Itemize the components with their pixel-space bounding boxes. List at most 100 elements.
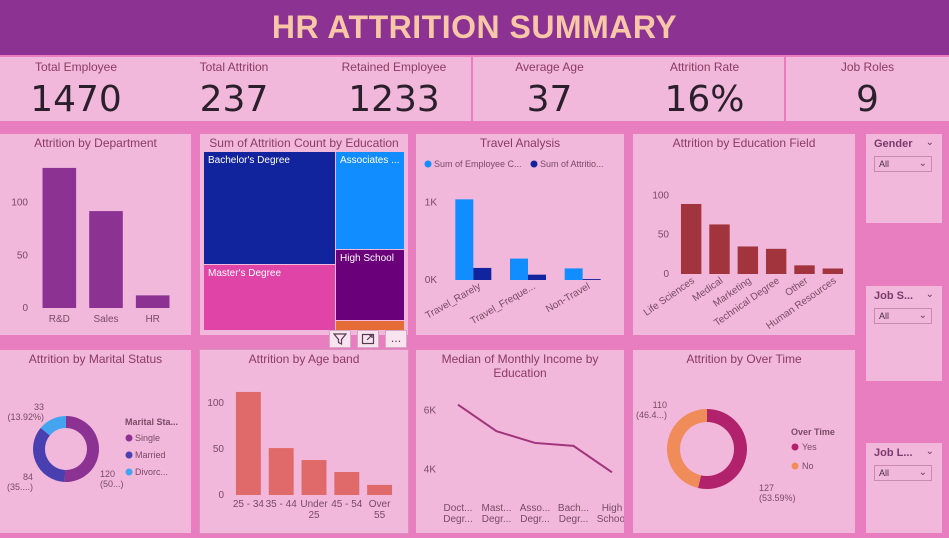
- legend-label: Sum of Employee C...: [434, 159, 522, 169]
- chevron-down-icon[interactable]: ⌄: [925, 446, 934, 457]
- department-chart: 0 50 100 R&D Sales HR: [11, 167, 170, 325]
- x-tick-label: HR: [145, 314, 159, 325]
- data-label-percent: (53.59%): [759, 493, 796, 503]
- panel-overtime[interactable]: Attrition by Over Time 127 (53.59%) 110 (46…: [633, 350, 855, 533]
- kpi-value: 16%: [664, 79, 745, 120]
- kpi-label: Total Employee: [34, 60, 118, 74]
- y-tick-label: 100: [652, 190, 669, 201]
- panel-title: Sum of Attrition Count by Education: [209, 136, 399, 150]
- travel-chart: Sum of Employee C... Sum of Attritio... 0K…: [424, 159, 604, 327]
- kpi-value: 9: [856, 79, 879, 120]
- donut-slice: [666, 409, 707, 488]
- y-tick-label: 50: [213, 444, 225, 455]
- data-label-value: 110: [653, 400, 667, 410]
- kpi-total-employee: Total Employee 1470: [0, 57, 152, 121]
- panel-title: Attrition by Department: [34, 136, 157, 150]
- bar: [473, 267, 492, 280]
- treemap-cell-associates[interactable]: Associates ...: [336, 152, 404, 249]
- data-label-value: 84: [23, 472, 33, 482]
- legend-marker: [424, 160, 432, 168]
- treemap-cell-bachelors[interactable]: Bachelor's Degree: [204, 152, 335, 264]
- income-chart: 4K6KDoct...Degr...Mast...Degr...Asso...D…: [424, 403, 624, 525]
- panel-title: Attrition by Education Field: [672, 136, 816, 150]
- x-tick-label: Degr...: [559, 514, 588, 525]
- panel-education-field[interactable]: Attrition by Education Field 0 50 100 Life …: [633, 134, 855, 335]
- x-tick-label: Degr...: [520, 514, 549, 525]
- chevron-down-icon[interactable]: ⌄: [925, 137, 934, 148]
- legend-label: Sum of Attritio...: [540, 159, 604, 169]
- donut-slice: [33, 427, 66, 482]
- x-tick-label: Mast...: [481, 503, 511, 514]
- slicer-gender[interactable]: Gender ⌄ All ⌄: [866, 134, 942, 223]
- focus-mode-icon[interactable]: [357, 330, 379, 348]
- treemap-cell-masters[interactable]: Master's Degree: [204, 265, 335, 330]
- legend-marker: [125, 434, 133, 442]
- legend-marker: [125, 468, 133, 476]
- legend-label: No: [802, 461, 814, 471]
- slicer-job-satisfaction[interactable]: Job S... ⌄ All ⌄: [866, 286, 942, 381]
- x-tick-label: 55: [374, 510, 386, 521]
- donut-slice: [64, 416, 99, 482]
- x-tick-label: Sales: [93, 314, 118, 325]
- bar: [794, 265, 815, 274]
- slicer-dropdown[interactable]: All ⌄: [874, 465, 932, 481]
- x-tick-label: Degr...: [443, 514, 472, 525]
- legend-marker: [791, 443, 799, 451]
- kpi-attrition-rate: Attrition Rate 16%: [628, 57, 781, 121]
- slicer-value: All: [879, 468, 890, 478]
- panel-department[interactable]: Attrition by Department 0 50 100 R&D Sales HR: [0, 134, 191, 335]
- x-tick-label: 25: [308, 510, 320, 521]
- kpi-group-left: [0, 57, 471, 121]
- panel-income[interactable]: Median of Monthly Income by Education 4K…: [416, 350, 624, 533]
- slicer-value: All: [879, 311, 890, 321]
- legend-marker: [791, 462, 799, 470]
- treemap-cell-doctor[interactable]: [336, 321, 404, 330]
- y-tick-label: 0: [22, 303, 28, 314]
- kpi-value: 1470: [30, 79, 122, 120]
- bar: [135, 295, 170, 308]
- bar: [737, 246, 759, 274]
- bar: [89, 211, 123, 308]
- report-title: HR ATTRITION SUMMARY: [271, 9, 678, 45]
- overtime-chart: 127(53.59%) 110(46.4...) Over Time Yes No: [636, 400, 835, 503]
- bar: [510, 258, 528, 280]
- slicer-dropdown[interactable]: All ⌄: [874, 308, 932, 324]
- bar: [235, 391, 261, 495]
- panel-ageband[interactable]: Attrition by Age band 0 50 100 25 - 34 35 - …: [199, 349, 409, 534]
- y-tick-label: 100: [11, 198, 28, 209]
- panel-education-treemap[interactable]: Sum of Attrition Count by Education Bach…: [200, 134, 408, 335]
- legend-label: Yes: [802, 442, 817, 452]
- slicer-title: Gender: [874, 138, 913, 150]
- y-tick-label: 50: [17, 250, 29, 261]
- chevron-down-icon[interactable]: ⌄: [925, 289, 934, 300]
- kpi-label: Average Age: [515, 60, 584, 74]
- treemap-cell-high-school[interactable]: High School: [336, 250, 404, 320]
- bar: [42, 167, 77, 308]
- kpi-job-roles: Job Roles 9: [786, 57, 949, 121]
- kpi-label: Total Attrition: [199, 60, 269, 74]
- slicer-title: Job L...: [874, 447, 913, 459]
- more-options-icon[interactable]: ...: [385, 330, 407, 348]
- legend-label: Married: [135, 450, 166, 460]
- panel-title: Median of Monthly Income by Education: [441, 352, 599, 380]
- data-label-value: 127: [759, 483, 774, 493]
- report-header: HR ATTRITION SUMMARY: [0, 0, 949, 55]
- kpi-label: Job Roles: [840, 60, 895, 74]
- slicer-title: Job S...: [874, 290, 914, 302]
- filter-icon[interactable]: [329, 330, 351, 348]
- panel-title: Travel Analysis: [479, 136, 561, 150]
- x-tick-label: 45 - 54: [331, 499, 363, 510]
- panel-marital[interactable]: Attrition by Marital Status 120 (50...) 84…: [0, 350, 191, 533]
- bar: [301, 460, 327, 495]
- panel-title: Attrition by Age band: [248, 352, 360, 366]
- x-tick-label: Doct...: [444, 503, 473, 514]
- x-tick-label: Non-Travel: [544, 281, 592, 315]
- panel-travel[interactable]: Travel Analysis Sum of Employee C... Sum …: [416, 134, 624, 335]
- chevron-down-icon: ⌄: [918, 310, 927, 321]
- slicer-job-level[interactable]: Job L... ⌄ All ⌄: [866, 443, 942, 533]
- y-tick-label: 100: [207, 398, 224, 409]
- slicer-dropdown[interactable]: All ⌄: [874, 156, 932, 172]
- legend-marker: [125, 451, 133, 459]
- kpi-label: Retained Employee: [341, 60, 447, 74]
- y-tick-label: 1K: [425, 198, 438, 209]
